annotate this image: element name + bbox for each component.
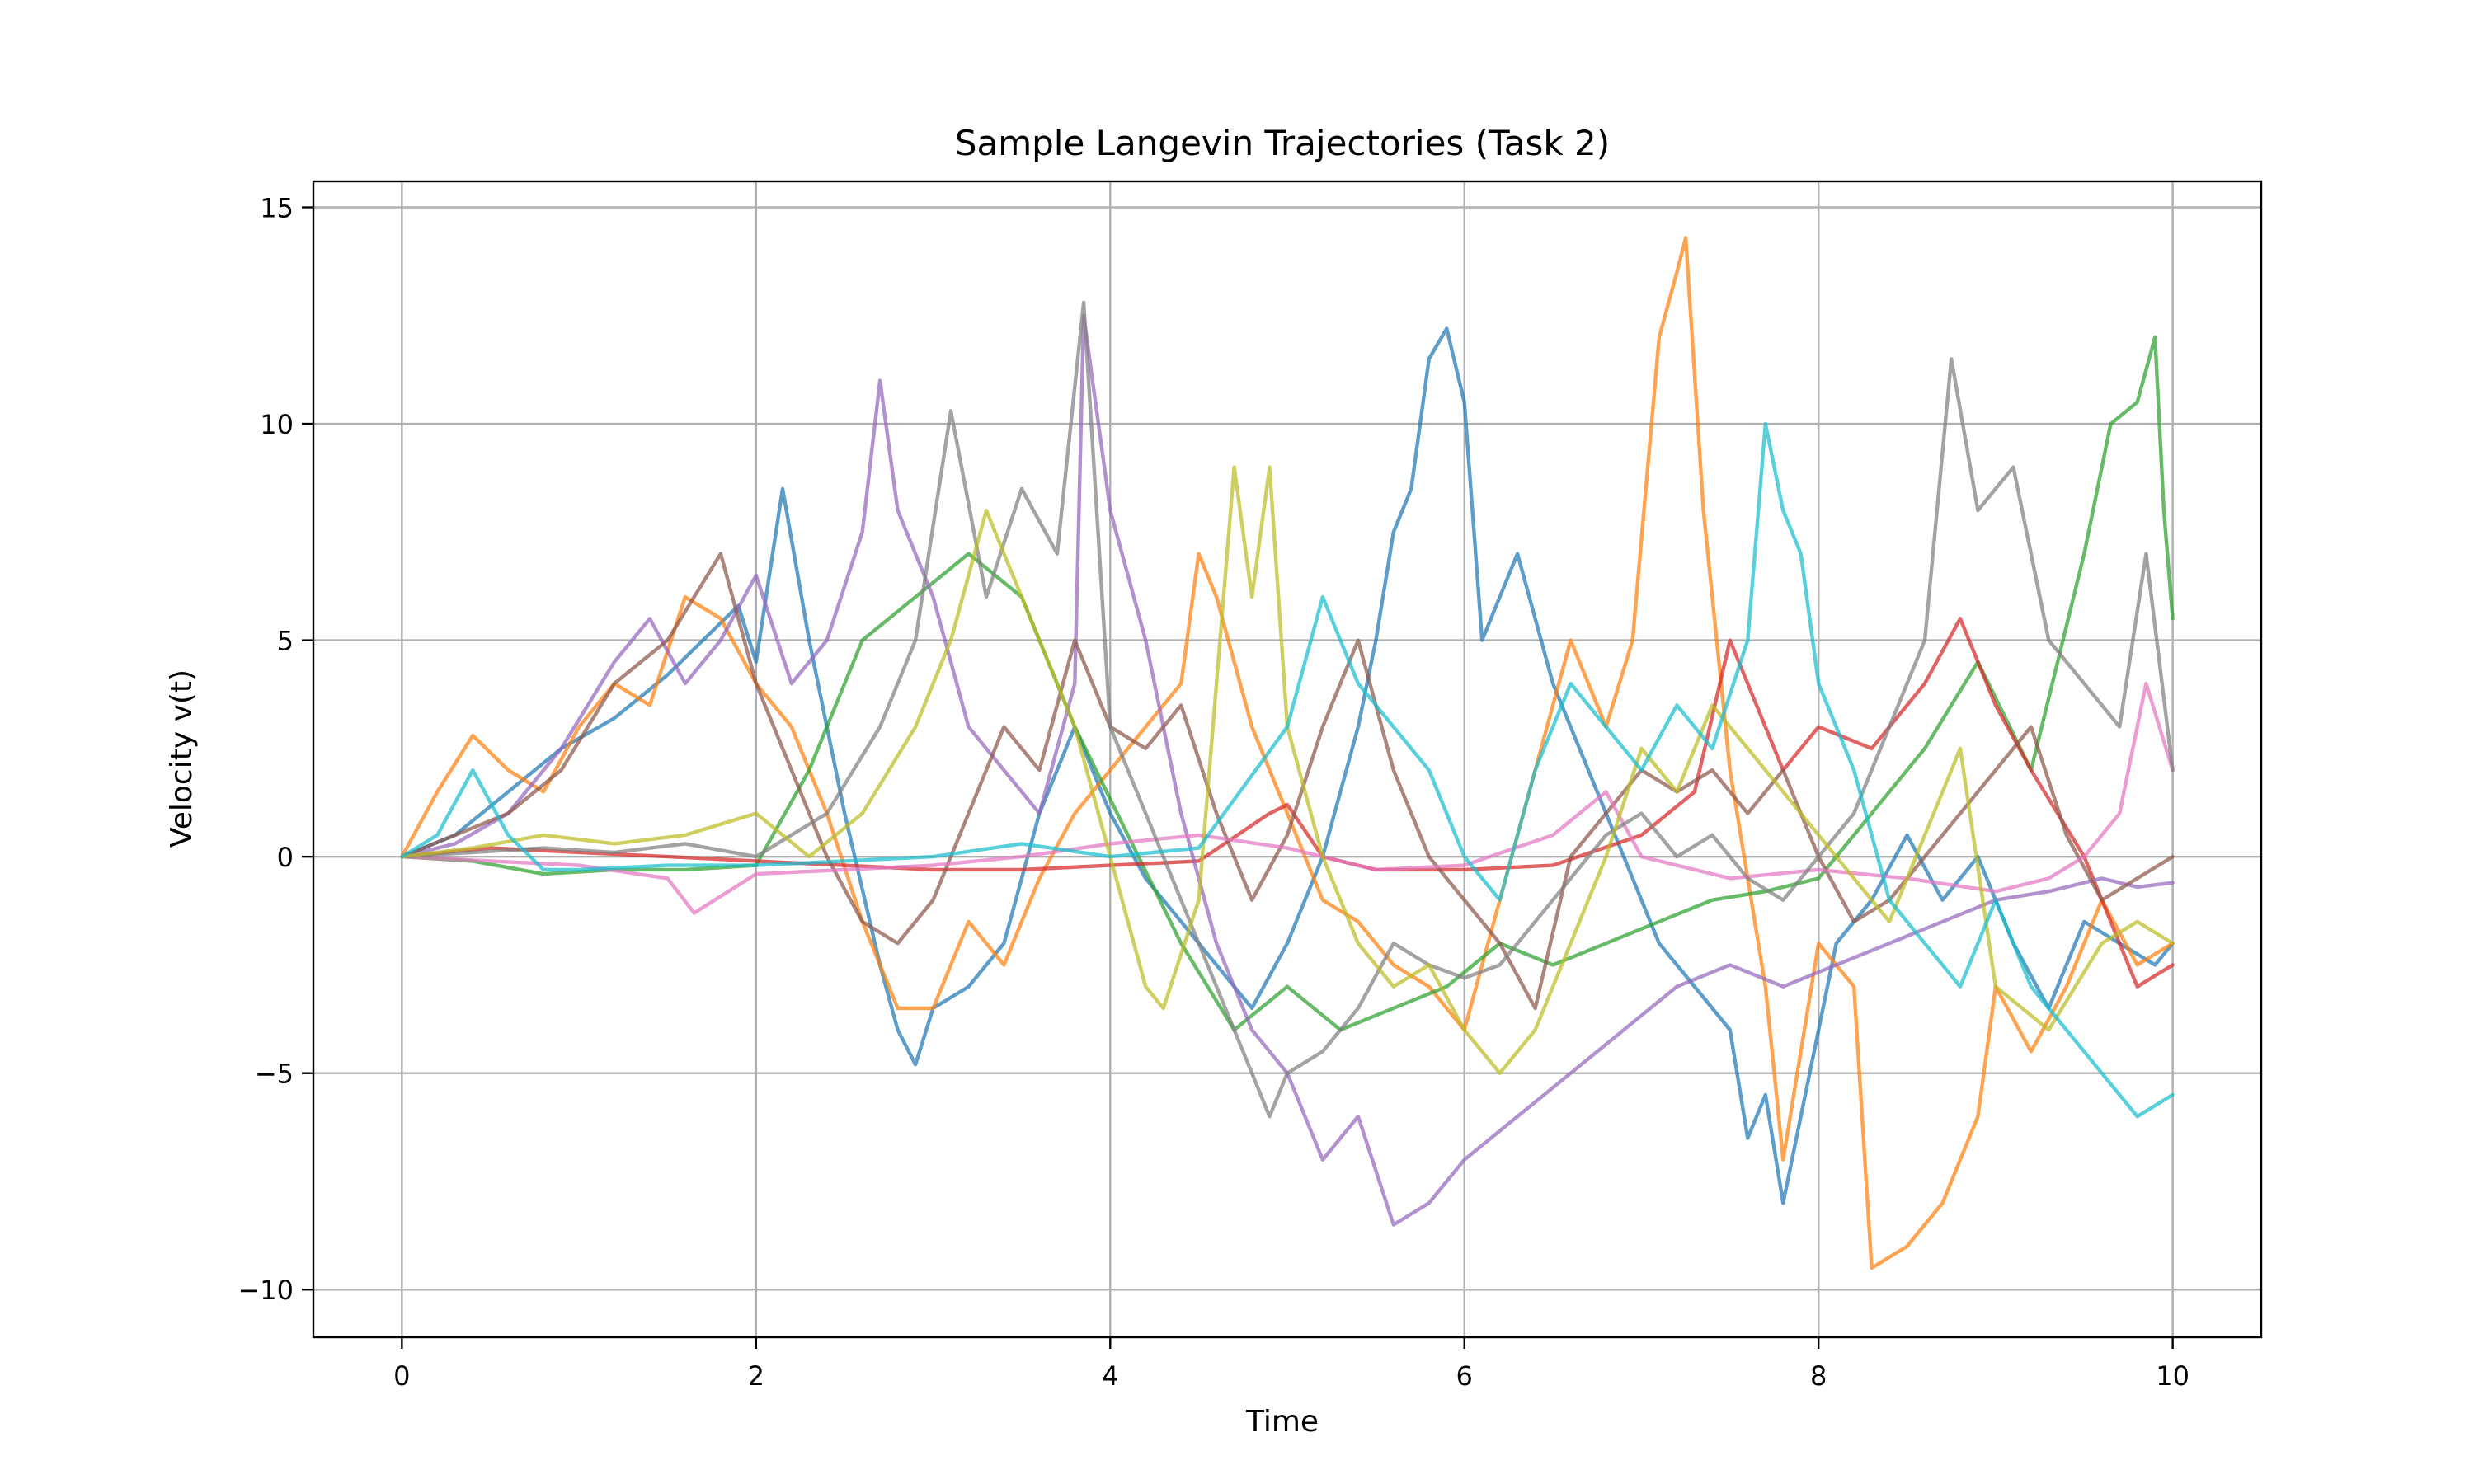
series-line-8: [400, 300, 2175, 1119]
series-group: [400, 236, 2175, 1270]
x-axis: 0 2 4 6 8 10: [393, 1337, 2189, 1392]
x-tick-label: 6: [1456, 1360, 1473, 1392]
x-tick-label: 2: [748, 1360, 764, 1392]
y-tick-label: 10: [260, 409, 294, 440]
series-line-10: [400, 421, 2175, 1119]
x-tick-label: 8: [1810, 1360, 1827, 1392]
x-axis-label: Time: [1245, 1405, 1319, 1439]
series-line-7: [400, 681, 2175, 915]
x-tick-label: 10: [2156, 1360, 2189, 1392]
y-tick-label: 15: [260, 193, 294, 224]
series-line-6: [400, 552, 2175, 1011]
series-line-5: [400, 313, 2175, 1227]
x-tick-label: 0: [393, 1360, 410, 1392]
y-axis: −10 −5 0 5 10 15: [238, 193, 313, 1306]
y-tick-label: 5: [277, 626, 294, 657]
series-line-9: [400, 465, 2175, 1075]
y-axis-label: Velocity v(t): [165, 669, 199, 848]
plot-frame: [312, 180, 2263, 1339]
chart-title: Sample Langevin Trajectories (Task 2): [955, 123, 1610, 163]
series-line-3: [400, 335, 2175, 1032]
x-tick-label: 4: [1102, 1360, 1118, 1392]
y-tick-label: 0: [277, 842, 294, 873]
y-tick-label: −10: [238, 1275, 294, 1306]
y-tick-label: −5: [255, 1059, 294, 1090]
